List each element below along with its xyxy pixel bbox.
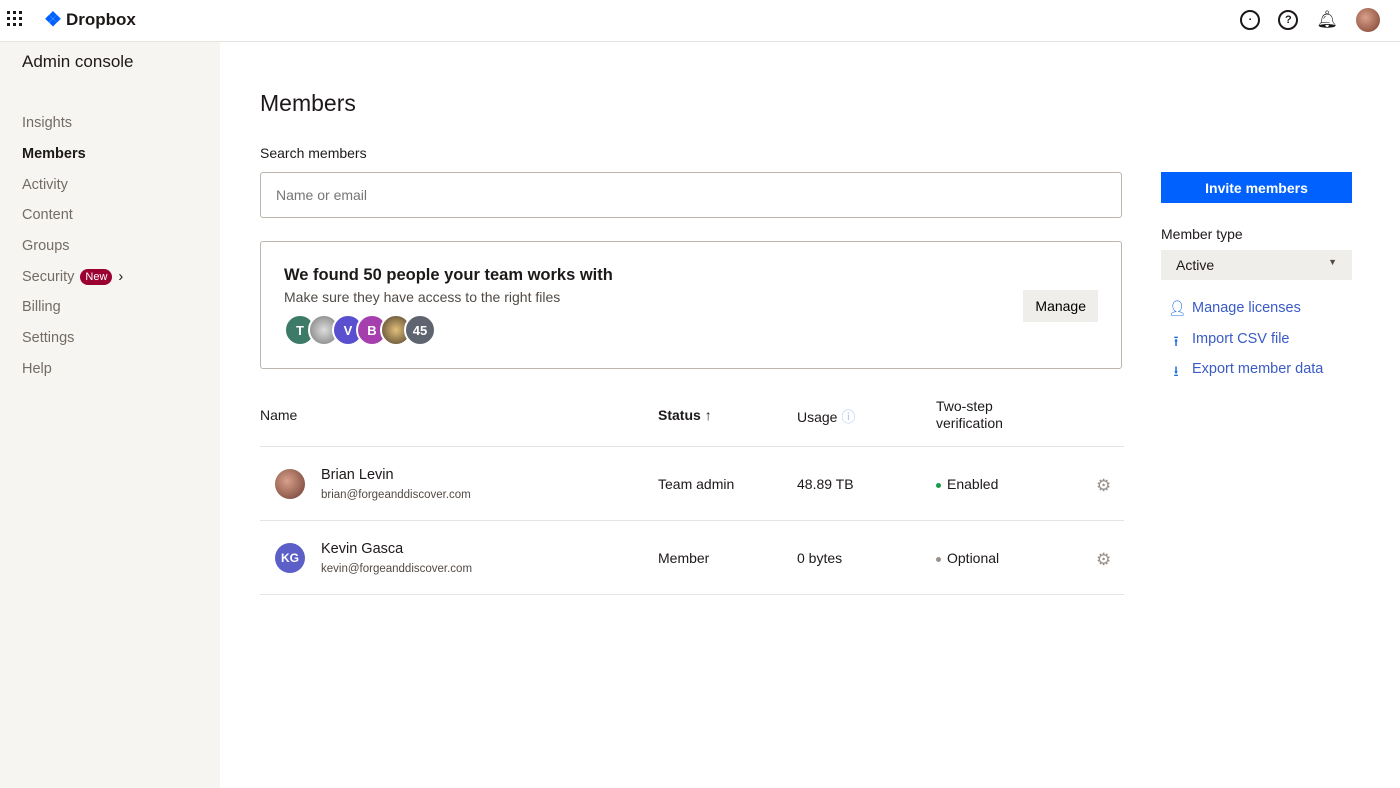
help-icon[interactable]: ? xyxy=(1278,10,1299,30)
brand-name: Dropbox xyxy=(65,9,136,29)
table-row[interactable]: Brian Levin brian@forgeanddiscover.com T… xyxy=(260,447,1124,521)
member-email: kevin@forgeanddiscover.com xyxy=(321,563,473,575)
gear-icon[interactable]: ⚙ xyxy=(1096,476,1112,495)
sidebar: Admin console Insights Members Activity … xyxy=(0,42,220,788)
sidebar-item-groups[interactable]: Groups xyxy=(22,238,70,255)
sidebar-item-security[interactable]: Security New › xyxy=(22,261,123,292)
suggestion-card: We found 50 people your team works with … xyxy=(260,241,1122,369)
member-email: brian@forgeanddiscover.com xyxy=(321,489,471,501)
sidebar-item-members[interactable]: Members xyxy=(22,146,86,163)
top-bar: ❖ Dropbox · ? 🔔︎ xyxy=(0,0,1400,42)
column-header-two-step[interactable]: Two-step verification xyxy=(936,398,1003,431)
sidebar-item-help[interactable]: Help xyxy=(22,360,52,377)
new-badge: New xyxy=(80,268,113,285)
two-step-status: Enabled xyxy=(936,476,998,492)
add-user-icon: 👤︎ xyxy=(1168,301,1187,317)
info-icon[interactable]: ⓘ xyxy=(841,409,856,425)
search-label: Search members xyxy=(260,145,367,161)
sidebar-item-content[interactable]: Content xyxy=(22,207,73,224)
link-label: Manage licenses xyxy=(1192,300,1301,316)
member-status: Member xyxy=(658,550,710,566)
sidebar-item-insights[interactable]: Insights xyxy=(22,115,72,132)
member-type-value: Active xyxy=(1176,257,1215,273)
two-step-label: Enabled xyxy=(947,476,999,492)
card-subtitle: Make sure they have access to the right … xyxy=(284,289,561,305)
dropbox-logo[interactable]: ❖ Dropbox xyxy=(44,7,136,32)
usage-label: Usage xyxy=(797,409,838,425)
two-step-label: Optional xyxy=(947,550,1000,566)
column-header-status[interactable]: Status ↑ xyxy=(658,407,712,423)
sidebar-item-settings[interactable]: Settings xyxy=(22,330,75,347)
sidebar-item-billing[interactable]: Billing xyxy=(22,299,61,316)
column-header-name[interactable]: Name xyxy=(260,407,298,423)
sidebar-item-activity[interactable]: Activity xyxy=(22,176,68,193)
manage-licenses-link[interactable]: 👤︎ Manage licenses xyxy=(1168,300,1323,331)
member-type-label: Member type xyxy=(1161,226,1243,242)
member-name[interactable]: Brian Levin xyxy=(321,467,394,483)
upload-icon: ⭱ xyxy=(1173,333,1179,350)
member-type-select[interactable]: Active ▼ xyxy=(1161,250,1352,280)
two-step-status: Optional xyxy=(936,550,999,566)
link-label: Export member data xyxy=(1192,361,1324,378)
arrow-up-icon: ↑ xyxy=(704,407,712,423)
sidebar-item-label: Security xyxy=(22,268,75,285)
member-name[interactable]: Kevin Gasca xyxy=(321,541,404,557)
divider xyxy=(260,446,1124,447)
manage-button[interactable]: Manage xyxy=(1023,290,1098,322)
member-usage: 48.89 TB xyxy=(797,476,854,492)
table-row[interactable]: KG Kevin Gasca kevin@forgeanddiscover.co… xyxy=(260,521,1124,595)
avatar-overflow-count: 45 xyxy=(404,314,436,346)
column-header-usage[interactable]: Usage ⓘ xyxy=(797,407,855,427)
sidebar-title: Admin console xyxy=(22,52,134,71)
avatar[interactable] xyxy=(1356,8,1380,32)
search-input[interactable] xyxy=(260,172,1122,218)
avatar: KG xyxy=(275,543,305,573)
avatar xyxy=(275,469,305,499)
status-dot xyxy=(936,482,941,488)
link-label: Import CSV file xyxy=(1192,330,1290,347)
bell-icon[interactable]: 🔔︎ xyxy=(1316,10,1338,29)
chevron-down-icon: ▼ xyxy=(1328,257,1337,267)
app-grid-icon[interactable] xyxy=(7,11,22,26)
invite-members-button[interactable]: Invite members xyxy=(1161,172,1352,203)
export-member-data-link[interactable]: ⭳ Export member data xyxy=(1168,361,1323,392)
import-csv-link[interactable]: ⭱ Import CSV file xyxy=(1168,331,1323,362)
member-usage: 0 bytes xyxy=(797,550,843,566)
download-icon: ⭳ xyxy=(1173,364,1179,381)
chevron-right-icon: › xyxy=(118,268,124,285)
status-dot xyxy=(936,556,941,562)
page-title: Members xyxy=(260,90,356,116)
dropbox-icon: ❖ xyxy=(44,9,62,31)
member-status: Team admin xyxy=(658,476,735,492)
clock-icon[interactable]: · xyxy=(1240,10,1261,30)
gear-icon[interactable]: ⚙ xyxy=(1096,550,1112,569)
status-label: Status xyxy=(658,407,701,423)
card-title: We found 50 people your team works with xyxy=(284,266,613,284)
